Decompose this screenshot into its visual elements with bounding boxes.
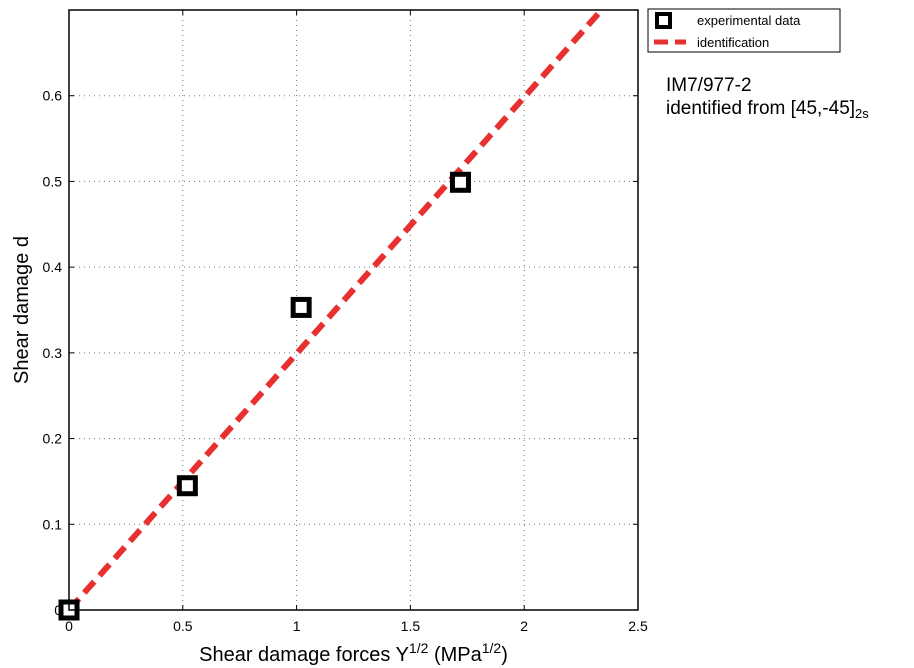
x-tick-label: 1 <box>293 618 301 634</box>
x-tick-label: 0 <box>65 618 73 634</box>
x-axis-ticks: 0 0.5 1 1.5 2 2.5 <box>65 10 648 634</box>
annotation-material: IM7/977-2 <box>666 75 752 96</box>
data-point <box>290 296 312 318</box>
legend-box <box>647 8 841 53</box>
legend-label-experimental-data: experimental data <box>697 13 801 28</box>
y-axis-title: Shear damage d <box>11 236 33 384</box>
material-annotation: IM7/977-2 identified from [45,-45]2s <box>666 74 869 125</box>
data-point <box>176 475 198 497</box>
x-axis-title: Shear damage forces Y1/2 (MPa1/2) <box>199 640 508 666</box>
identification-series <box>66 8 604 612</box>
y-tick-label: 0.1 <box>43 516 63 532</box>
plot-frame <box>68 9 639 611</box>
x-tick-label: 2.5 <box>628 618 648 634</box>
y-tick-label: 0.4 <box>43 259 63 275</box>
y-tick-label: 0.6 <box>43 88 63 104</box>
legend: experimental data identification <box>647 8 841 53</box>
legend-label-identification: identification <box>697 35 769 50</box>
y-axis-ticks: 0 0.1 0.2 0.3 0.4 0.5 0.6 <box>43 88 638 618</box>
data-point <box>449 171 471 193</box>
annotation-identification: identified from [45,-45]2s <box>666 98 869 121</box>
identification-line <box>66 8 604 612</box>
x-tick-label: 0.5 <box>173 618 193 634</box>
grid <box>69 10 638 610</box>
legend-marker-experimental-data <box>655 12 672 29</box>
y-tick-label: 0.3 <box>43 345 63 361</box>
annotation-subscript: 2s <box>855 106 869 121</box>
experimental-data-series <box>58 171 471 621</box>
y-tick-label: 0 <box>54 602 62 618</box>
y-tick-label: 0.2 <box>43 431 63 447</box>
y-tick-label: 0.5 <box>43 173 63 189</box>
x-tick-label: 2 <box>520 618 528 634</box>
x-tick-label: 1.5 <box>401 618 421 634</box>
